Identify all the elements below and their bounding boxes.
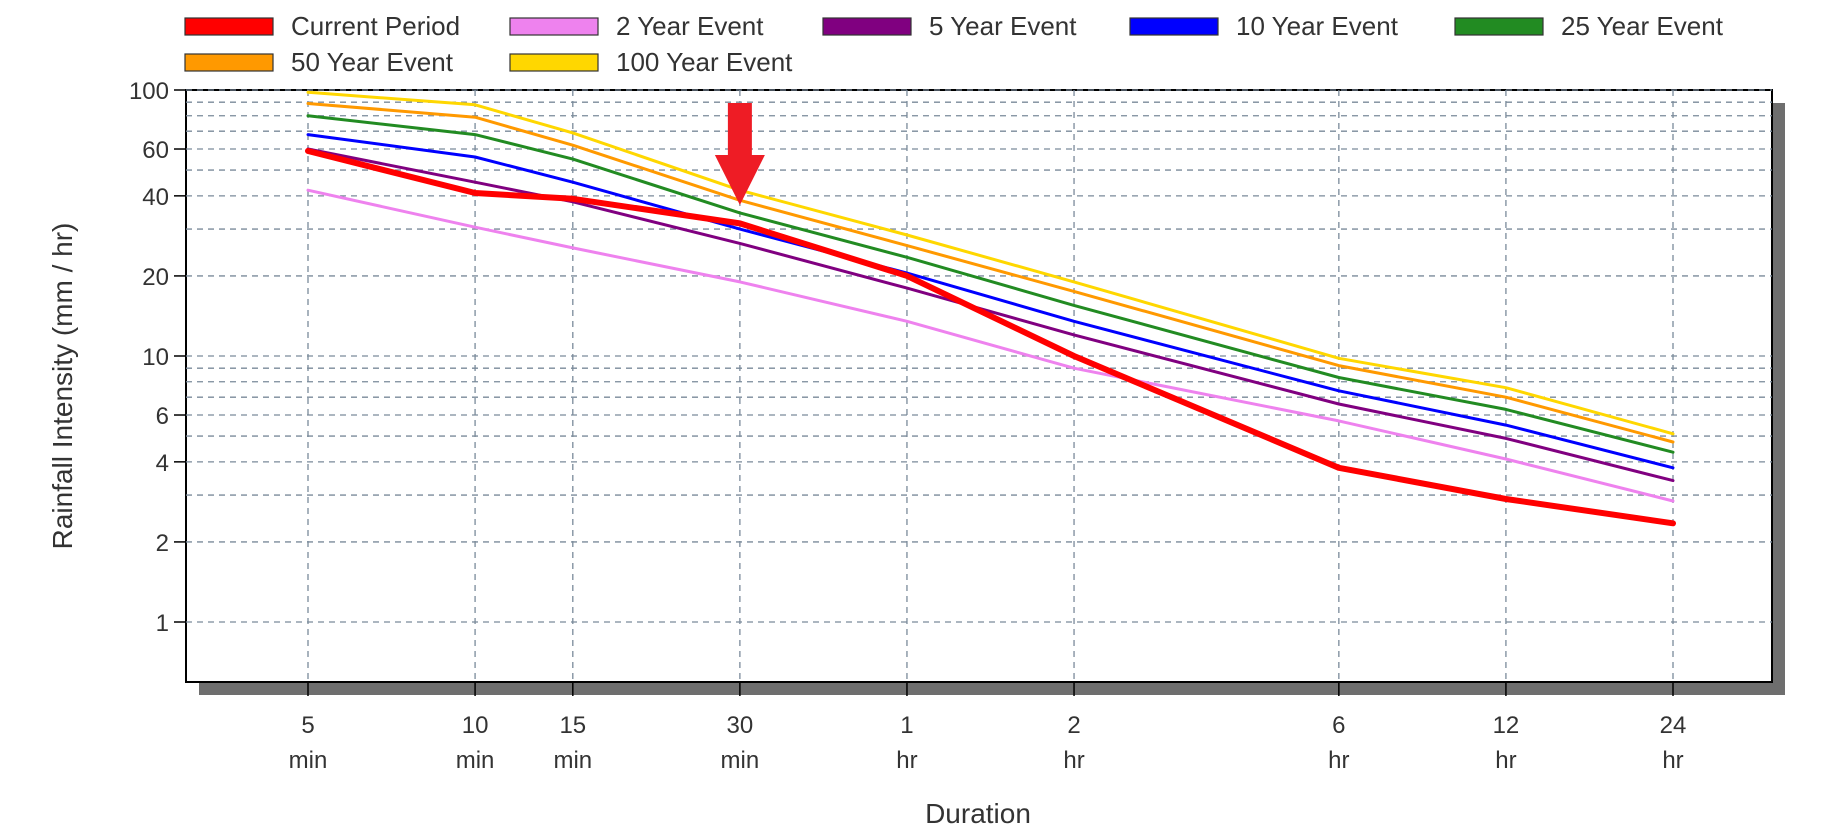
legend-label: 50 Year Event bbox=[291, 47, 454, 77]
x-axis: 5 min 10 min 15 min 30 min 1 hr 2 hr 6 hr 12 hr 24 hr bbox=[289, 682, 1687, 774]
x-tick-unit-label: hr bbox=[896, 747, 917, 774]
legend-label: 5 Year Event bbox=[929, 11, 1077, 41]
x-tick-label: 10 bbox=[462, 712, 489, 739]
legend-swatch bbox=[184, 53, 274, 72]
legend-swatch bbox=[509, 17, 599, 36]
arrow-down-icon bbox=[714, 103, 765, 205]
x-tick-label: 2 bbox=[1067, 712, 1080, 739]
series-line-25-year-event bbox=[306, 114, 1675, 454]
legend-item: 25 Year Event bbox=[1454, 11, 1724, 41]
x-tick-unit-label: hr bbox=[1063, 747, 1084, 774]
y-axis: 100 60 40 20 10 6 4 2 1 bbox=[129, 78, 186, 637]
legend-swatch bbox=[184, 17, 274, 36]
series-line-2-year-event bbox=[306, 188, 1675, 503]
legend-item: 5 Year Event bbox=[822, 11, 1077, 41]
y-tick-label: 2 bbox=[156, 530, 169, 557]
x-tick-label: 1 bbox=[900, 712, 913, 739]
x-tick-unit-label: min bbox=[289, 747, 328, 774]
legend: Current Period 2 Year Event 5 Year Event 10… bbox=[184, 11, 1724, 77]
legend-label: 2 Year Event bbox=[616, 11, 764, 41]
legend-label: Current Period bbox=[291, 11, 460, 41]
legend-item: 50 Year Event bbox=[184, 47, 454, 77]
x-tick-unit-label: hr bbox=[1328, 747, 1349, 774]
series-line-100-year-event bbox=[306, 90, 1675, 436]
legend-item: 100 Year Event bbox=[509, 47, 793, 77]
series-line-50-year-event bbox=[306, 102, 1675, 444]
y-tick-label: 20 bbox=[142, 264, 169, 291]
y-tick-label: 1 bbox=[156, 610, 169, 637]
x-tick-label: 24 bbox=[1660, 712, 1687, 739]
x-tick-label: 6 bbox=[1332, 712, 1345, 739]
legend-label: 100 Year Event bbox=[616, 47, 793, 77]
x-tick-unit-label: min bbox=[721, 747, 760, 774]
x-tick-label: 12 bbox=[1493, 712, 1520, 739]
legend-swatch bbox=[1454, 17, 1544, 36]
x-tick-unit-label: min bbox=[553, 747, 592, 774]
legend-swatch bbox=[509, 53, 599, 72]
legend-swatch bbox=[1129, 17, 1219, 36]
annotation bbox=[714, 103, 765, 205]
x-tick-label: 30 bbox=[727, 712, 754, 739]
x-tick-unit-label: min bbox=[456, 747, 495, 774]
x-tick-label: 5 bbox=[301, 712, 314, 739]
y-tick-label: 10 bbox=[142, 344, 169, 371]
legend-label: 10 Year Event bbox=[1236, 11, 1399, 41]
legend-item: 2 Year Event bbox=[509, 11, 764, 41]
y-tick-label: 6 bbox=[156, 403, 169, 430]
x-tick-label: 15 bbox=[559, 712, 586, 739]
legend-item: Current Period bbox=[184, 11, 460, 41]
y-tick-label: 40 bbox=[142, 184, 169, 211]
legend-swatch bbox=[822, 17, 912, 36]
y-tick-label: 4 bbox=[156, 450, 169, 477]
series-line-5-year-event bbox=[306, 147, 1675, 483]
legend-item: 10 Year Event bbox=[1129, 11, 1399, 41]
legend-label: 25 Year Event bbox=[1561, 11, 1724, 41]
x-axis-title: Duration bbox=[925, 798, 1031, 829]
x-tick-unit-label: hr bbox=[1495, 747, 1516, 774]
y-axis-title: Rainfall Intensity (mm / hr) bbox=[47, 223, 78, 550]
y-tick-label: 60 bbox=[142, 137, 169, 164]
series-line-current-period bbox=[305, 148, 1676, 527]
data-series bbox=[305, 90, 1676, 527]
y-tick-label: 100 bbox=[129, 78, 169, 105]
x-tick-unit-label: hr bbox=[1662, 747, 1683, 774]
